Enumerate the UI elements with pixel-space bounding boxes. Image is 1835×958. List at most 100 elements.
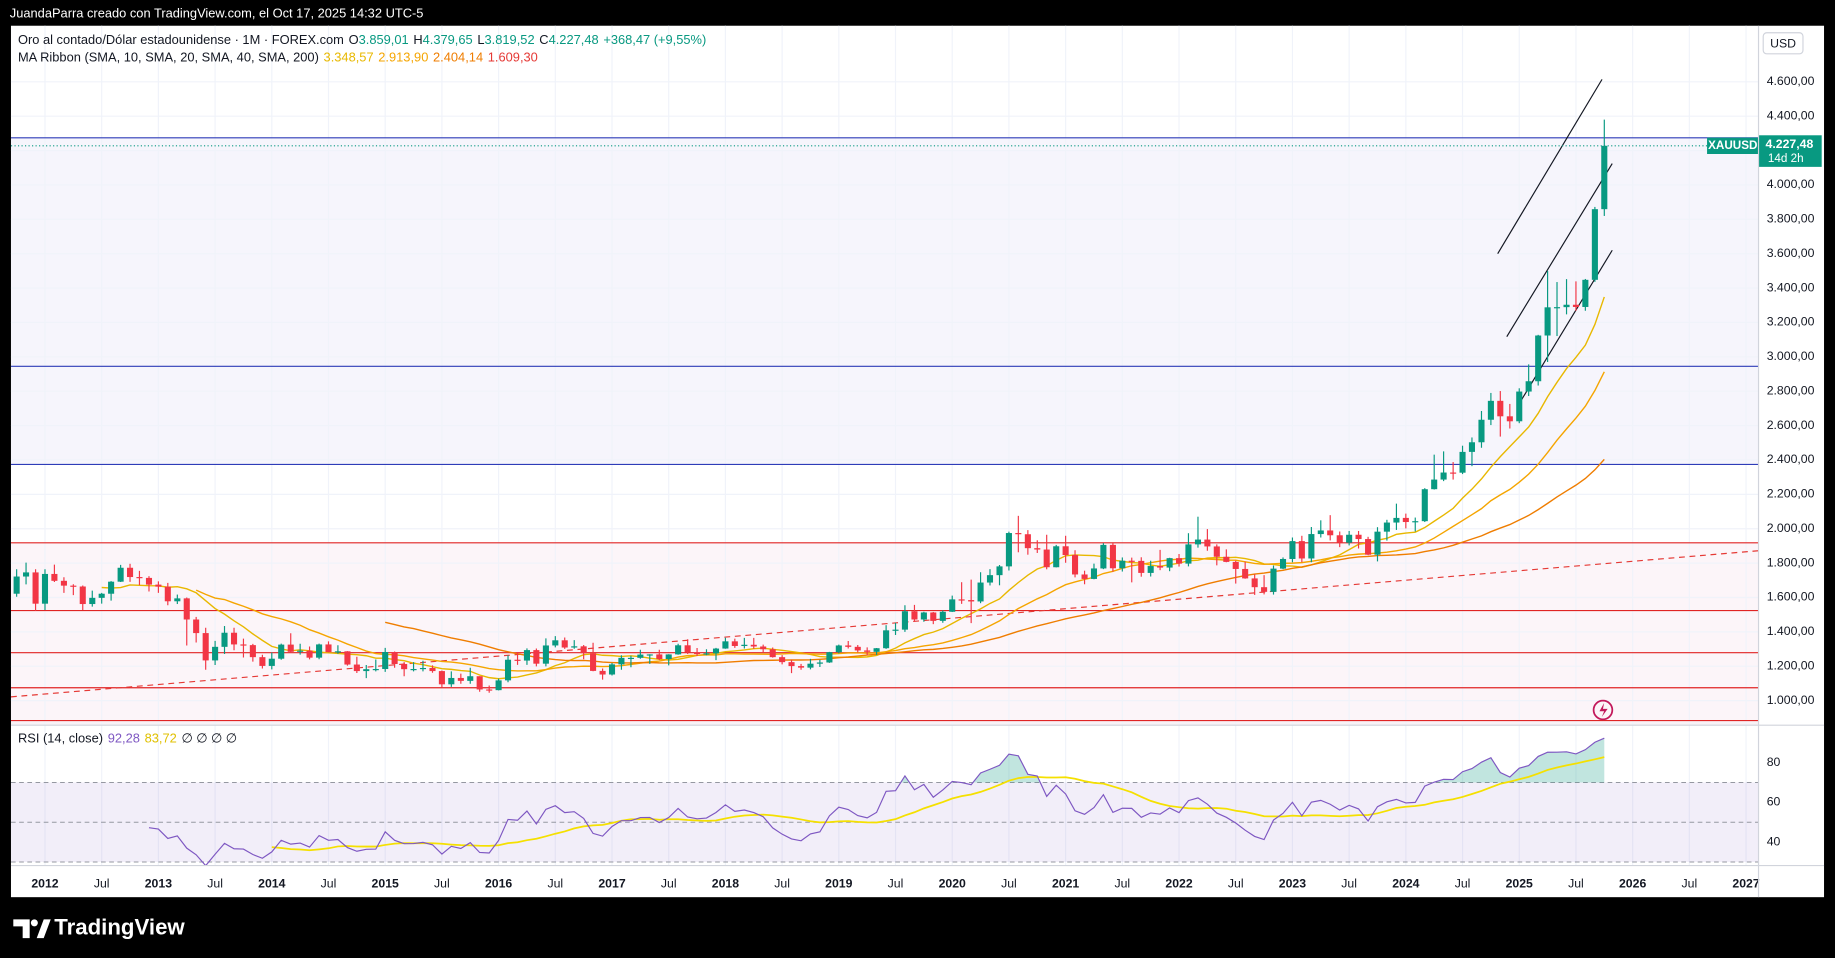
ma-value: 1.609,30 [488, 50, 538, 65]
candle-body [873, 648, 880, 652]
candle-body [1062, 546, 1069, 556]
x-tick-label: 2022 [1165, 877, 1192, 891]
ma-line [385, 458, 1605, 664]
x-tick-label: 2021 [1052, 877, 1079, 891]
candle-body [760, 646, 767, 650]
y-tick-label: 1.800,00 [1767, 555, 1815, 569]
change: +368,47 (+9,55%) [603, 32, 706, 47]
x-tick-label: Jul [661, 877, 677, 891]
ma-value: 3.348,57 [324, 50, 374, 65]
candle-body [1147, 566, 1154, 573]
x-tick-label: 2024 [1392, 877, 1419, 891]
y-tick-label: 3.400,00 [1767, 280, 1815, 294]
candle-body [1355, 534, 1362, 540]
candle-body [996, 566, 1003, 576]
candle-body [552, 640, 559, 646]
candle-body [1034, 548, 1041, 550]
candle-body [164, 586, 171, 602]
candle-body [353, 664, 360, 672]
candle-body [1024, 534, 1031, 549]
candle-body [1506, 416, 1513, 422]
ma-line [101, 296, 1605, 680]
zone-upper [10, 137, 1759, 465]
y-tick-label: 3.200,00 [1767, 315, 1815, 329]
x-tick-label: 2023 [1279, 877, 1306, 891]
x-tick-label: 2018 [712, 877, 739, 891]
candle-body [1327, 530, 1334, 536]
currency-box[interactable] [1762, 32, 1804, 55]
candle-body [51, 573, 58, 581]
candle-body [79, 586, 86, 605]
candle-body [1601, 145, 1608, 210]
candle-body [1279, 558, 1287, 569]
candle-body [155, 584, 162, 587]
ohlc-value: 4.379,65 [423, 32, 473, 47]
x-tick-label: 2012 [31, 877, 58, 891]
candle-body [202, 633, 209, 661]
candle-body [1242, 568, 1249, 579]
candle-body [1185, 544, 1192, 564]
symbol-box [1707, 137, 1759, 155]
candle-body [864, 650, 871, 652]
candle-body [1497, 400, 1504, 417]
candle-body [798, 666, 805, 668]
candle-body [807, 663, 814, 668]
y-tick-label: 2.000,00 [1767, 521, 1815, 535]
candle-body [1090, 568, 1098, 579]
candle-body [1043, 549, 1050, 568]
last-price-box [1758, 135, 1822, 167]
rsi-extra: ∅ ∅ ∅ ∅ [181, 731, 237, 746]
candle-body [1412, 521, 1419, 523]
candle-body [278, 644, 285, 659]
x-tick-label: 2017 [598, 877, 625, 891]
candle-body [1365, 539, 1372, 555]
candle-body [1317, 530, 1324, 535]
candle-body [1563, 304, 1570, 308]
candle-body [401, 664, 408, 670]
candle-body [523, 650, 530, 661]
candle-body [1383, 522, 1390, 532]
x-tick-label: Jul [434, 877, 450, 891]
candle-body [892, 629, 899, 631]
x-tick-label: Jul [1341, 877, 1357, 891]
candle-body [1308, 534, 1315, 559]
candle-body [1450, 472, 1457, 474]
logo-text: TradingView [54, 915, 185, 940]
candle-body [1346, 534, 1353, 543]
x-tick-label: Jul [888, 877, 904, 891]
candle-body [429, 667, 436, 672]
rsi-legend: RSI (14, close) 92,28 83,72 ∅ ∅ ∅ ∅ [18, 731, 237, 746]
candle-body [467, 676, 474, 681]
alert-icon[interactable] [1592, 699, 1614, 721]
trend-line [10, 550, 1759, 698]
candle-body [911, 611, 918, 620]
y-tick-label: 3.800,00 [1767, 212, 1815, 226]
candle-body [98, 593, 105, 598]
candle-body [608, 664, 616, 675]
x-tick-label: 2026 [1619, 877, 1646, 891]
ma-value: 2.404,14 [433, 50, 483, 65]
y-tick-label: 1.000,00 [1767, 693, 1815, 707]
candle-body [1402, 517, 1409, 523]
candle-body [1459, 451, 1466, 473]
candle-body [533, 650, 540, 664]
candle-body [1194, 539, 1202, 545]
candle-body [70, 585, 77, 587]
x-tick-label: Jul [1114, 877, 1130, 891]
rsi-title: RSI (14, close) [18, 731, 103, 746]
candle-body [1431, 479, 1438, 490]
candle-body [1440, 472, 1447, 480]
candle-body [930, 612, 937, 621]
candle-body [1553, 307, 1561, 309]
ohlc-letter: O [349, 32, 359, 47]
candle-body [968, 600, 975, 602]
candle-body [306, 650, 313, 658]
candle-body [1591, 209, 1598, 280]
candle-body [779, 657, 786, 663]
candle-body [13, 576, 20, 594]
candle-body [249, 645, 256, 658]
candle-body [1582, 279, 1589, 307]
candle-body [949, 599, 956, 612]
x-tick-label: 2019 [825, 877, 852, 891]
